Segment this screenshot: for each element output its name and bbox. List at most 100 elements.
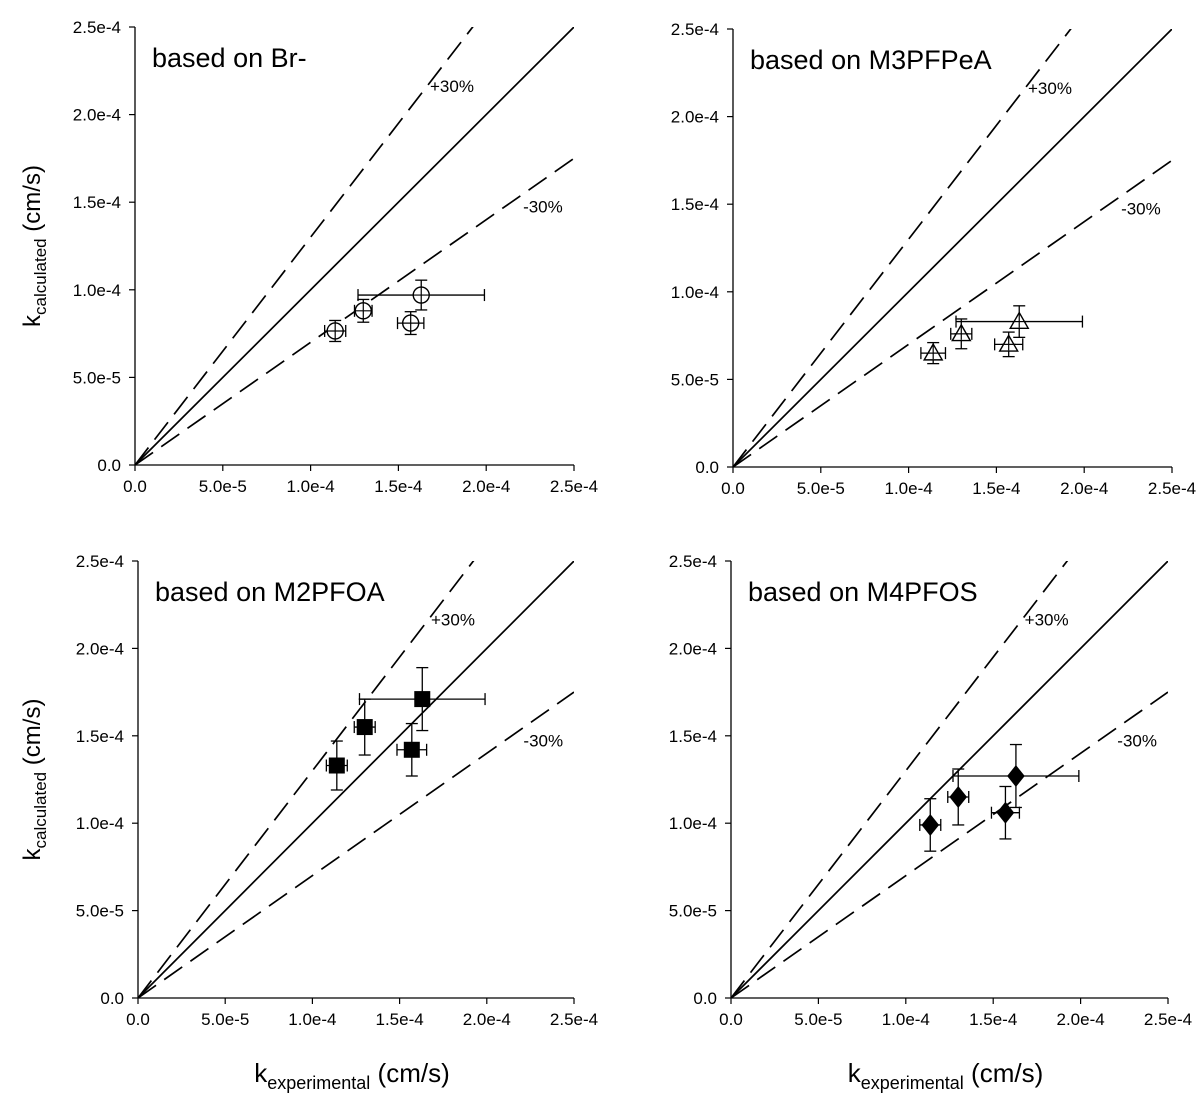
marker-filled-square xyxy=(403,741,420,758)
plus-30-line xyxy=(138,561,475,998)
y-axis-label-subscript: calculated xyxy=(31,772,50,849)
y-tick-label: 2.0e-4 xyxy=(669,639,717,658)
plus-30-annotation: +30% xyxy=(1028,79,1072,98)
y-tick-label: 5.0e-5 xyxy=(671,370,719,389)
minus-30-line xyxy=(731,691,1168,998)
minus-30-annotation: -30% xyxy=(523,731,563,750)
data-point xyxy=(952,743,1080,809)
one-to-one-line xyxy=(135,27,574,465)
y-axis-label-unit: (cm/s) xyxy=(19,699,46,772)
x-tick-label: 5.0e-5 xyxy=(199,477,247,496)
x-tick-label: 1.5e-4 xyxy=(972,479,1020,498)
y-tick-label: 2.5e-4 xyxy=(73,18,121,37)
y-tick-label: 2.0e-4 xyxy=(73,106,121,125)
minus-30-annotation: -30% xyxy=(1117,731,1157,750)
marker-filled-diamond xyxy=(949,785,968,808)
panel-title: based on M4PFOS xyxy=(748,577,978,607)
y-tick-label: 0.0 xyxy=(100,989,124,1008)
data-point xyxy=(325,740,348,791)
y-axis-label-subscript: calculated xyxy=(31,238,50,315)
x-tick-label: 2.5e-4 xyxy=(550,1010,598,1029)
data-point xyxy=(990,785,1021,840)
x-tick-label: 2.0e-4 xyxy=(1056,1010,1104,1029)
chart-panel-3: 0.0 5.0e-5 1.0e-4 1.5e-4 2.0e-4 2.5e-4 0.0 5.0e… xyxy=(19,552,598,1093)
x-tick-label: 2.5e-4 xyxy=(550,477,598,496)
data-point xyxy=(993,331,1024,358)
data-point xyxy=(396,311,425,336)
data-point xyxy=(919,798,942,852)
x-axis-label-subscript: experimental xyxy=(861,1073,964,1093)
x-tick-label: 1.5e-4 xyxy=(374,477,422,496)
x-axis-label-subscript: experimental xyxy=(267,1073,370,1093)
y-tick-label: 5.0e-5 xyxy=(76,902,124,921)
y-tick-label: 1.0e-4 xyxy=(669,814,717,833)
plus-30-line xyxy=(733,29,1072,467)
plus-30-annotation: +30% xyxy=(1025,611,1069,630)
x-axis-label-unit: (cm/s) xyxy=(964,1058,1043,1088)
plus-30-annotation: +30% xyxy=(431,611,475,630)
marker-filled-square xyxy=(328,757,345,774)
plus-30-line xyxy=(731,561,1069,998)
x-tick-label: 1.0e-4 xyxy=(884,479,932,498)
y-axis-label-base: k xyxy=(19,314,46,327)
data-point xyxy=(357,279,486,311)
chart-panel-1: 0.0 5.0e-5 1.0e-4 1.5e-4 2.0e-4 2.5e-4 0.0 5.0e… xyxy=(19,18,598,496)
x-tick-label: 1.0e-4 xyxy=(288,1010,336,1029)
x-tick-label: 1.0e-4 xyxy=(882,1010,930,1029)
y-tick-label: 1.5e-4 xyxy=(671,195,719,214)
minus-30-annotation: -30% xyxy=(1121,200,1161,219)
y-tick-label: 1.5e-4 xyxy=(73,193,121,212)
one-to-one-line xyxy=(733,29,1172,467)
y-axis-label-unit: (cm/s) xyxy=(19,165,46,238)
x-axis-label-base: k xyxy=(254,1058,268,1088)
x-axis-label: kexperimental (cm/s) xyxy=(848,1058,1043,1093)
marker-filled-diamond xyxy=(996,801,1015,824)
y-tick-label: 2.0e-4 xyxy=(76,639,124,658)
y-tick-label: 0.0 xyxy=(97,456,121,475)
data-point xyxy=(353,698,376,756)
y-tick-label: 0.0 xyxy=(693,989,717,1008)
panel-title: based on M2PFOA xyxy=(155,577,385,607)
x-tick-label: 5.0e-5 xyxy=(797,479,845,498)
data-point xyxy=(358,666,486,732)
panel-title: based on Br- xyxy=(152,43,307,73)
x-tick-label: 2.0e-4 xyxy=(1060,479,1108,498)
marker-filled-square xyxy=(414,691,431,708)
data-point xyxy=(920,341,947,365)
data-point xyxy=(396,722,428,777)
plus-30-line xyxy=(135,27,474,465)
x-tick-label: 2.5e-4 xyxy=(1144,1010,1192,1029)
x-tick-label: 0.0 xyxy=(719,1010,743,1029)
x-tick-label: 0.0 xyxy=(126,1010,150,1029)
chart-panel-2: 0.0 5.0e-5 1.0e-4 1.5e-4 2.0e-4 2.5e-4 0.0 5.0e… xyxy=(671,20,1196,498)
chart-panel-4: 0.0 5.0e-5 1.0e-4 1.5e-4 2.0e-4 2.5e-4 0.0 5.0e… xyxy=(669,552,1192,1093)
marker-filled-square xyxy=(356,719,373,736)
data-point xyxy=(950,318,973,350)
y-tick-label: 5.0e-5 xyxy=(669,902,717,921)
x-axis-label: kexperimental (cm/s) xyxy=(254,1058,449,1093)
x-tick-label: 0.0 xyxy=(721,479,745,498)
minus-30-line xyxy=(733,159,1172,467)
data-point xyxy=(353,298,373,323)
x-tick-label: 1.5e-4 xyxy=(969,1010,1017,1029)
panel-title: based on M3PFPeA xyxy=(750,45,992,75)
y-tick-label: 5.0e-5 xyxy=(73,368,121,387)
data-point xyxy=(955,305,1084,339)
minus-30-line xyxy=(138,691,574,998)
minus-30-annotation: -30% xyxy=(523,198,563,217)
marker-filled-diamond xyxy=(921,813,940,836)
y-tick-label: 1.0e-4 xyxy=(76,814,124,833)
x-tick-label: 0.0 xyxy=(123,477,147,496)
y-tick-label: 2.5e-4 xyxy=(671,20,719,39)
y-tick-label: 2.5e-4 xyxy=(669,552,717,571)
y-tick-label: 1.5e-4 xyxy=(669,727,717,746)
data-point xyxy=(947,768,970,826)
y-axis-label-base: k xyxy=(19,847,46,860)
x-tick-label: 1.0e-4 xyxy=(286,477,334,496)
x-tick-label: 5.0e-5 xyxy=(201,1010,249,1029)
y-axis-label: kcalculated (cm/s) xyxy=(19,699,50,861)
x-axis-label-unit: (cm/s) xyxy=(370,1058,449,1088)
one-to-one-line xyxy=(138,561,574,998)
y-tick-label: 2.5e-4 xyxy=(76,552,124,571)
